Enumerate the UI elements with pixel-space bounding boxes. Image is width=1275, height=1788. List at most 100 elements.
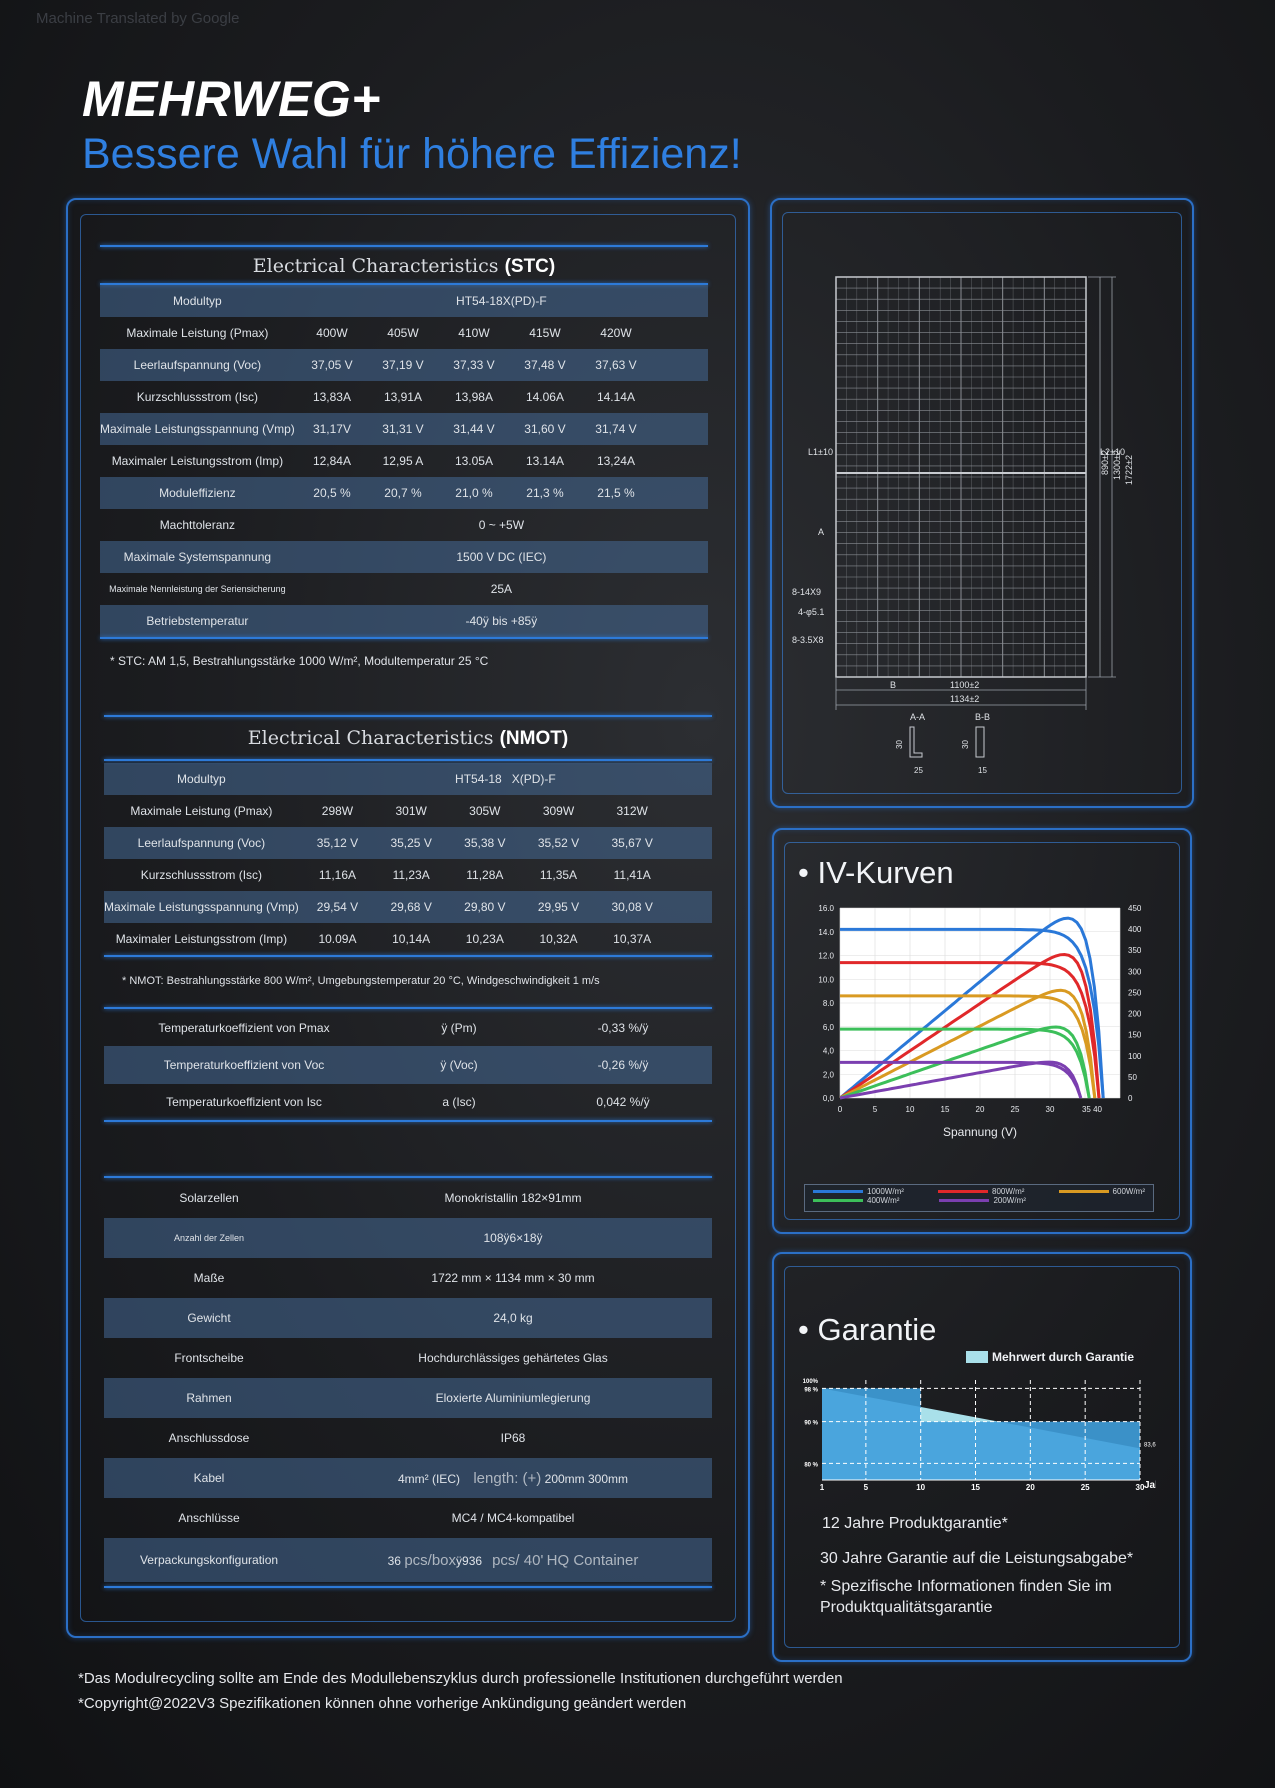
stc-model-value: HT54-18X(PD)-F — [294, 285, 708, 317]
iv-y-tick: 8.0 — [823, 999, 835, 1008]
iv-chart: 16.0 14.0 12.0 10.0 8.0 6,0 4,0 2,0 0,0 450 400 350… — [818, 904, 1142, 1139]
svg-text:30: 30 — [895, 740, 904, 749]
mech-row: Anzahl der Zellen 108ÿ6×18ÿ — [104, 1218, 712, 1258]
garantie-legend-swatch — [966, 1351, 988, 1363]
svg-text:15: 15 — [978, 766, 987, 775]
iv-curve-600W/m² — [840, 994, 1097, 1099]
stc-row: Maximale Leistung (Pmax) 400W 405W 410W 415… — [126, 326, 632, 340]
pv-curve-400W/m² — [839, 1025, 1091, 1100]
nmot-table: Modultyp HT54-18 X(PD)-F Maximale Leistu… — [104, 763, 712, 955]
iv-x-tick: 0 — [838, 1105, 843, 1114]
legend-item-800: 800W/m² — [938, 1187, 1024, 1196]
iv-y2-tick: 100 — [1128, 1052, 1142, 1061]
mech-row: Gewicht 24,0 kg — [104, 1298, 712, 1338]
legend-item-400: 400W/m² — [813, 1196, 899, 1205]
pv-curve-800W/m² — [839, 952, 1101, 1100]
iv-curve-400W/m² — [840, 1027, 1091, 1099]
iv-y-tick: 4,0 — [823, 1047, 835, 1056]
iv-y2-tick: 150 — [1128, 1031, 1142, 1040]
iv-frame — [772, 828, 1192, 1234]
mech-bottom-line — [104, 1586, 712, 1588]
tagline: Bessere Wahl für höhere Effizienz! — [82, 130, 742, 178]
iv-y2-tick: 50 — [1128, 1073, 1137, 1082]
svg-text:1722±2: 1722±2 — [1124, 455, 1134, 485]
nmot-title-line — [104, 759, 712, 761]
nmot-title: Electrical Characteristics (NMOT) — [247, 727, 569, 749]
garantie-x-label: 20 — [1026, 1483, 1035, 1492]
iv-curve-800W/m² — [840, 961, 1101, 1099]
stc-title-line — [100, 283, 708, 285]
svg-text:A: A — [818, 527, 824, 537]
iv-y2-tick: 250 — [1128, 988, 1142, 997]
iv-y-tick: 16.0 — [818, 904, 834, 913]
pv-curve-200W/m² — [839, 1060, 1083, 1100]
footer-copyright: *Copyright@2022V3 Spezifikationen können… — [78, 1695, 687, 1712]
nmot-model-row: Modultyp HT54-18 X(PD)-F — [104, 763, 712, 795]
stc-single-row: Maximale Nennleistung der Seriensicherun… — [109, 582, 513, 596]
mech-table: Solarzellen Monokristallin 182×91mm Anzah… — [104, 1178, 712, 1582]
garantie-end-label: 83,6 % — [1144, 1442, 1156, 1448]
nmot-model-label: Modultyp — [104, 763, 299, 795]
nmot-row: Leerlaufspannung (Voc) 35,12 V 35,25 V 35,… — [104, 827, 712, 859]
legend-item-200: 200W/m² — [939, 1196, 1026, 1205]
iv-y-tick: 0,0 — [823, 1094, 835, 1103]
svg-text:8-14X9: 8-14X9 — [792, 587, 821, 597]
garantie-y-label: 80 % — [804, 1462, 818, 1468]
garantie-performance: 30 Jahre Garantie auf die Leistungsabgab… — [820, 1550, 1134, 1567]
iv-y2-tick: 200 — [1128, 1010, 1142, 1019]
mech-row: Frontscheibe Hochdurchlässiges gehärtetes… — [174, 1351, 608, 1365]
iv-y-tick: 14.0 — [818, 928, 834, 937]
nmot-row: Maximaler Leistungsstrom (Imp) 10.09A 10,… — [115, 932, 652, 946]
nmot-top-line — [104, 715, 712, 717]
svg-text:B: B — [890, 680, 896, 690]
iv-x-tick: 35 40 — [1082, 1105, 1103, 1114]
mech-row: Kabel 4mm² (IEC) length: (+) 200mm 300mm — [104, 1458, 712, 1498]
stc-row: Maximaler Leistungsstrom (Imp) 12,84A 12,… — [111, 454, 635, 468]
drawing-inner-frame — [782, 212, 1182, 794]
svg-text:L1±10: L1±10 — [808, 447, 833, 457]
svg-text:1100±2: 1100±2 — [950, 680, 979, 690]
garantie-title: • Garantie — [798, 1312, 937, 1347]
garantie-chart: 100%98 %90 %80 %151015202530Jahr83,6 % — [803, 1379, 1156, 1492]
nmot-row: Maximale Leistungsspannung (Vmp) 29,54 V… — [104, 891, 712, 923]
left-spec-inner-frame — [80, 214, 736, 1622]
garantie-x-unit: Jahr — [1144, 1480, 1156, 1491]
nmot-model-value: HT54-18 X(PD)-F — [298, 763, 712, 795]
nmot-row: Kurzschlussstrom (Isc) 11,16A 11,23A 11,28… — [140, 868, 651, 882]
iv-x-tick: 15 — [941, 1105, 950, 1114]
left-spec-frame — [66, 198, 750, 1638]
garantie-x-label: 30 — [1136, 1483, 1145, 1492]
iv-x-tick: 30 — [1046, 1105, 1055, 1114]
svg-text:B-B: B-B — [975, 712, 990, 722]
garantie-frame — [772, 1252, 1192, 1662]
garantie-y-label: 100% — [803, 1379, 819, 1385]
garantie-y-label: 90 % — [804, 1421, 818, 1427]
iv-x-tick: 25 — [1011, 1105, 1020, 1114]
drawing-frame — [770, 198, 1194, 808]
nmot-note: * NMOT: Bestrahlungsstärke 800 W/m², Umg… — [122, 975, 600, 987]
mech-top-line — [104, 1176, 712, 1178]
temp-row: Temperaturkoeffizient von Pmax ÿ (Pm) -0,3… — [158, 1021, 649, 1035]
footer-recycling-note: *Das Modulrecycling sollte am Ende des M… — [78, 1670, 843, 1687]
iv-y2-tick: 300 — [1128, 967, 1142, 976]
mech-row: Verpackungskonfiguration 36 pcs/boxÿ936 … — [104, 1538, 712, 1582]
brand-title: MEHRWEG+ — [82, 71, 381, 127]
garantie-step-area-upper — [822, 1388, 921, 1422]
garantie-note-2: Produktqualitätsgarantie — [820, 1599, 993, 1616]
iv-x-tick: 5 — [873, 1105, 878, 1114]
iv-curve-1000W/m² — [840, 927, 1105, 1099]
legend-item-600: 600W/m² — [1058, 1187, 1145, 1196]
garantie-x-label: 10 — [916, 1483, 925, 1492]
mech-row: Anschlussdose IP68 — [168, 1431, 526, 1445]
iv-y-tick: 2,0 — [823, 1070, 835, 1079]
svg-text:8-3.5X8: 8-3.5X8 — [792, 635, 824, 645]
iv-y-tick: 6,0 — [823, 1023, 835, 1032]
svg-text:30: 30 — [961, 740, 970, 749]
iv-y-tick: 12.0 — [818, 952, 834, 961]
iv-legend: 1000W/m² 800W/m² 600W/m² 400W/m² 200W/m² — [804, 1184, 1154, 1212]
iv-title: • IV-Kurven — [798, 855, 954, 890]
garantie-x-label: 1 — [820, 1483, 825, 1492]
iv-x-tick: 20 — [976, 1105, 985, 1114]
stc-single-row: Maximale Systemspannung 1500 V DC (IEC) — [100, 541, 708, 573]
iv-inner-frame — [784, 842, 1180, 1220]
